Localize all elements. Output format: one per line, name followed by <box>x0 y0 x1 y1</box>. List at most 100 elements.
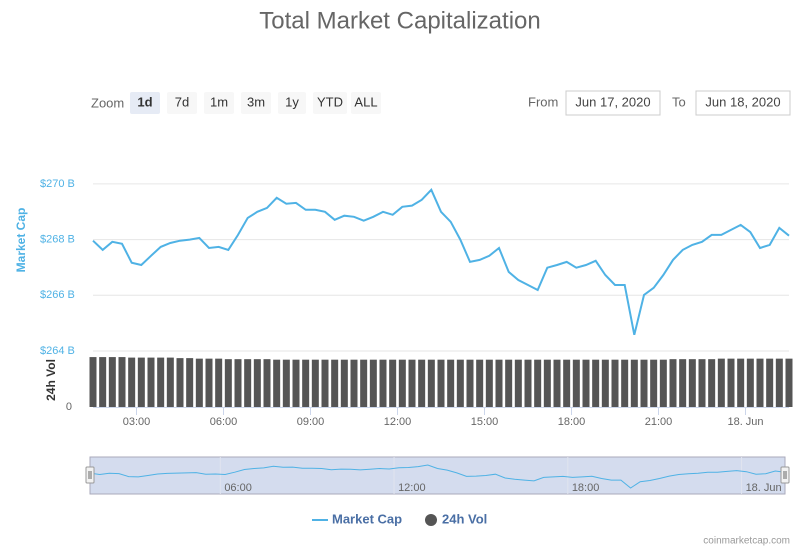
volume-bar <box>727 358 735 407</box>
volume-bar <box>99 357 107 407</box>
legend-label[interactable]: Market Cap <box>332 511 402 526</box>
to-label: To <box>672 94 686 109</box>
volume-bar <box>292 359 300 407</box>
zoom-button[interactable] <box>204 92 234 114</box>
x-tick-label: 03:00 <box>123 416 151 428</box>
x-tick-label: 15:00 <box>471 416 499 428</box>
volume-bar <box>224 359 232 407</box>
chart-title: Total Market Capitalization <box>259 7 540 34</box>
volume-bar <box>437 359 445 407</box>
volume-bar <box>137 357 145 407</box>
navigator-background <box>89 456 786 495</box>
volume-bar <box>418 359 426 407</box>
volume-bar <box>514 359 522 407</box>
volume-bar <box>331 359 339 407</box>
volume-bar <box>282 359 290 407</box>
volume-bar <box>476 359 484 407</box>
y-tick-label: $268 B <box>40 234 75 246</box>
x-tick-label: 06:00 <box>210 416 238 428</box>
volume-bar <box>592 359 600 407</box>
y-tick-label: $266 B <box>40 289 75 301</box>
volume-bar <box>708 359 716 407</box>
volume-bar <box>553 359 561 407</box>
volume-bar <box>466 359 474 407</box>
zoom-button[interactable] <box>278 92 306 114</box>
legend-label[interactable]: 24h Vol <box>442 511 487 526</box>
x-tick-label: 12:00 <box>384 416 412 428</box>
volume-bar <box>601 359 609 407</box>
volume-bar <box>273 359 281 407</box>
navigator-handle[interactable] <box>780 466 790 484</box>
volume-bar <box>688 359 696 407</box>
zoom-label: Zoom <box>91 95 124 110</box>
volume-bar <box>205 358 213 407</box>
volume-bar <box>775 358 783 407</box>
zoom-button-label[interactable]: 3m <box>247 94 265 109</box>
volume-bar <box>621 359 629 407</box>
volume-bar <box>698 359 706 407</box>
from-label: From <box>528 94 558 109</box>
volume-bar <box>253 359 261 407</box>
zoom-button[interactable] <box>130 92 160 114</box>
volume-bar <box>485 359 493 407</box>
zoom-button-label[interactable]: ALL <box>354 94 377 109</box>
navigator-line <box>89 464 786 489</box>
volume-bar <box>582 359 590 407</box>
volume-bar <box>244 359 252 407</box>
volume-bar <box>572 359 580 407</box>
navigator-tick-label: 06:00 <box>224 482 252 494</box>
x-tick-label: 18:00 <box>558 416 586 428</box>
y-axis-title: Market Cap <box>14 208 28 273</box>
volume-bar <box>128 357 136 407</box>
from-input[interactable] <box>565 90 661 116</box>
zoom-button[interactable] <box>351 92 381 114</box>
zoom-button-label[interactable]: 1y <box>285 94 299 109</box>
navigator-tick-label: 12:00 <box>398 482 426 494</box>
volume-bar <box>389 359 397 407</box>
volume-bar <box>311 359 319 407</box>
volume-bar <box>669 359 677 407</box>
volume-bar <box>505 359 513 407</box>
volume-bar <box>408 359 416 407</box>
navigator-tick-label: 18:00 <box>572 482 600 494</box>
zoom-button-label[interactable]: 1m <box>210 94 228 109</box>
zoom-button-label[interactable]: YTD <box>317 94 343 109</box>
volume-bar <box>176 358 184 407</box>
zoom-button[interactable] <box>241 92 271 114</box>
from-value[interactable]: Jun 17, 2020 <box>575 94 650 109</box>
zoom-button-label[interactable]: 7d <box>175 94 189 109</box>
volume-bar <box>186 358 194 407</box>
zoom-button[interactable] <box>167 92 197 114</box>
to-value[interactable]: Jun 18, 2020 <box>705 94 780 109</box>
volume-bar <box>524 359 532 407</box>
volume-bar <box>263 359 271 407</box>
volume-bar <box>650 359 658 407</box>
volume-bar <box>360 359 368 407</box>
volume-bar <box>147 357 155 407</box>
y2-tick-label: 0 <box>66 401 72 413</box>
volume-bar <box>215 358 223 407</box>
volume-bar <box>611 359 619 407</box>
volume-bar <box>456 359 464 407</box>
zoom-button-label[interactable]: 1d <box>137 94 152 109</box>
volume-bar <box>630 359 638 407</box>
volume-bar <box>447 359 455 407</box>
volume-bar <box>118 357 126 407</box>
navigator-handle[interactable] <box>85 466 95 484</box>
to-input[interactable] <box>695 90 791 116</box>
y-tick-label: $264 B <box>40 345 75 357</box>
volume-bar <box>340 359 348 407</box>
volume-bar <box>495 359 503 407</box>
volume-bar <box>195 358 203 407</box>
credits[interactable]: coinmarketcap.com <box>703 536 790 547</box>
volume-bar <box>398 359 406 407</box>
volume-bar <box>321 359 329 407</box>
zoom-button[interactable] <box>313 92 347 114</box>
volume-bar <box>379 359 387 407</box>
volume-bar <box>746 358 754 407</box>
volume-bar <box>717 358 725 407</box>
x-tick-label: 21:00 <box>645 416 673 428</box>
y2-axis-title: 24h Vol <box>44 359 58 401</box>
volume-bar <box>659 359 667 407</box>
navigator-tick-label: 18. Jun <box>746 482 782 494</box>
